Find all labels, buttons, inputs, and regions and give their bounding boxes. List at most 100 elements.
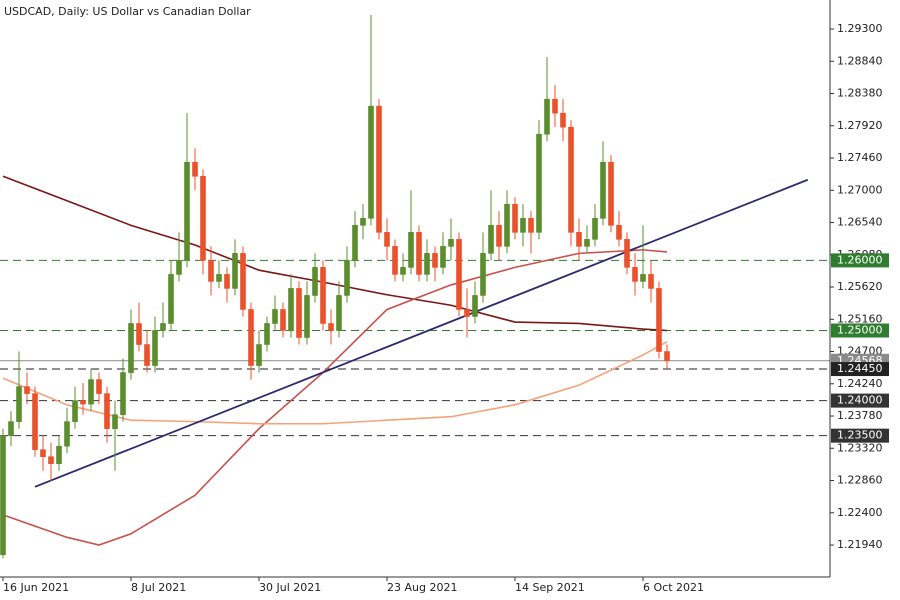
y-tick-label: 1.22860 <box>837 474 883 487</box>
candle-body <box>112 414 118 429</box>
candle-body <box>600 161 606 219</box>
price-label: 1.24000 <box>837 394 883 407</box>
y-tick-label: 1.28380 <box>837 87 883 100</box>
x-tick-label: 30 Jul 2021 <box>259 581 321 594</box>
candle-body <box>616 225 622 240</box>
candle-body <box>304 295 310 338</box>
x-tick-label: 6 Oct 2021 <box>643 581 704 594</box>
y-tick-label: 1.23780 <box>837 409 883 422</box>
candle-body <box>336 295 342 331</box>
candle-body <box>96 379 102 394</box>
candle-body <box>184 161 190 261</box>
candle-body <box>592 218 598 240</box>
moving-average <box>2 341 668 425</box>
candle-body <box>360 218 366 226</box>
candle-body <box>312 267 318 296</box>
candle-body <box>464 309 470 317</box>
candle-body <box>208 260 214 282</box>
candle-body <box>640 274 646 282</box>
candle-body <box>400 267 406 275</box>
candle-body <box>56 445 62 465</box>
candle-body <box>520 218 526 233</box>
trendline <box>34 178 809 488</box>
y-tick-label: 1.26540 <box>837 216 883 229</box>
candle-body <box>528 218 534 233</box>
candle-body <box>424 253 430 275</box>
candle-body <box>440 246 446 268</box>
candle-body <box>72 400 78 422</box>
candle-body <box>144 344 150 366</box>
candle-body <box>16 386 22 422</box>
candle-body <box>320 267 326 324</box>
price-label: 1.25000 <box>837 323 883 336</box>
candle-body <box>80 400 86 405</box>
candle-body <box>344 260 350 296</box>
y-tick-label: 1.25620 <box>837 280 883 293</box>
candle-body <box>120 372 126 415</box>
price-label: 1.26000 <box>837 253 883 266</box>
candle-body <box>192 161 198 177</box>
candle-body <box>216 274 222 282</box>
price-label-box <box>831 428 889 443</box>
candle-body <box>88 379 94 405</box>
candle-body <box>272 309 278 324</box>
candle-body <box>280 309 286 331</box>
candle-body <box>568 126 574 233</box>
candle-body <box>296 288 302 338</box>
candle-body <box>664 351 670 362</box>
candle-body <box>64 421 70 447</box>
candle-body <box>608 161 614 226</box>
candle-body <box>488 225 494 254</box>
candle-body <box>416 232 422 275</box>
y-tick-label: 1.25160 <box>837 312 883 325</box>
y-tick-label: 1.28840 <box>837 54 883 67</box>
candle-body <box>504 203 510 247</box>
candle-body <box>8 421 14 436</box>
candle-body <box>496 225 502 247</box>
price-label: 1.23500 <box>837 429 883 442</box>
axes: 1.29300 1.28840 1.28380 1.27920 1.27460 1.270… <box>2 22 889 594</box>
candle-body <box>0 435 6 556</box>
y-tick-label: 1.27000 <box>837 183 883 196</box>
candle-body <box>24 386 30 394</box>
y-tick-label: 1.22400 <box>837 506 883 519</box>
candle-body <box>656 288 662 352</box>
candle-body <box>368 105 374 219</box>
candle-body <box>512 203 518 233</box>
x-tick-label: 8 Jul 2021 <box>131 581 186 594</box>
x-tick-label: 14 Sep 2021 <box>515 581 585 594</box>
candle-body <box>152 330 158 366</box>
candle-body <box>328 323 334 331</box>
y-tick-label: 1.27460 <box>837 151 883 164</box>
candle-body <box>256 344 262 366</box>
candle-body <box>160 323 166 331</box>
y-tick-label: 1.21940 <box>837 538 883 551</box>
candle-body <box>432 253 438 268</box>
candle-body <box>392 246 398 275</box>
price-label-box <box>831 393 889 408</box>
candle-body <box>448 239 454 247</box>
candle-body <box>624 239 630 268</box>
candle-body <box>552 98 558 114</box>
candle-body <box>40 449 46 457</box>
candle-body <box>384 232 390 247</box>
candle-body <box>176 260 182 275</box>
candle-body <box>224 274 230 289</box>
x-tick-label: 23 Aug 2021 <box>387 581 457 594</box>
candle-body <box>32 393 38 450</box>
candle-body <box>536 133 542 233</box>
candle-body <box>232 253 238 289</box>
candle-body <box>408 232 414 268</box>
price-label-box <box>831 323 889 338</box>
candle-body <box>48 456 54 465</box>
candle-body <box>248 309 254 366</box>
chart-title: USDCAD, Daily: US Dollar vs Canadian Dol… <box>4 5 251 18</box>
moving-average <box>2 175 668 332</box>
candle-body <box>560 112 566 128</box>
price-label-box <box>831 362 889 377</box>
y-tick-label: 1.24240 <box>837 377 883 390</box>
candle-body <box>128 323 134 373</box>
price-label-box <box>831 253 889 268</box>
candle-body <box>632 267 638 282</box>
